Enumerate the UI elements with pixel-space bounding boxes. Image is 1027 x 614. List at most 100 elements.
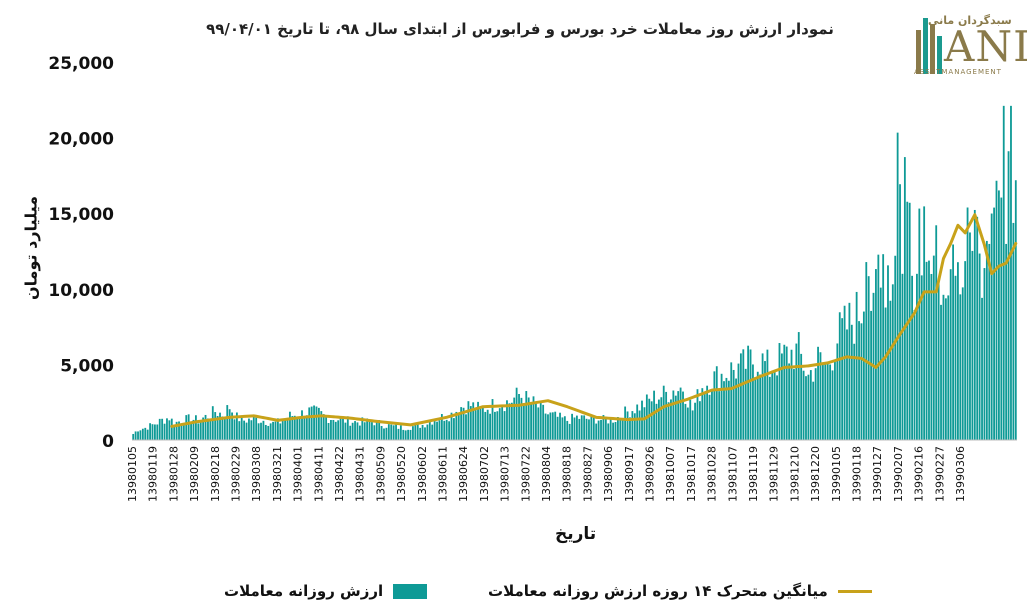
daily-value-bar: [530, 402, 532, 440]
daily-value-bar: [178, 421, 180, 440]
daily-value-bar: [175, 421, 178, 440]
x-tick-label: 13980401: [292, 446, 305, 502]
daily-value-bar: [392, 425, 395, 440]
daily-value-bar: [583, 415, 586, 440]
daily-value-bar: [834, 361, 836, 440]
daily-value-bar: [790, 349, 793, 440]
daily-value-bar: [397, 428, 400, 440]
y-tick-label: 20,000: [48, 130, 114, 150]
logo-subtext: ASSETMANAGEMENT: [914, 68, 1002, 76]
daily-value-bar: [506, 400, 508, 440]
daily-value-bar: [477, 401, 479, 440]
daily-value-bar: [597, 420, 600, 440]
x-tick-label: 13981007: [664, 446, 677, 502]
daily-value-bar: [701, 388, 704, 440]
daily-value-bar: [211, 406, 214, 440]
daily-value-bar: [853, 343, 856, 440]
logo-letters: ANI: [944, 22, 1027, 71]
daily-value-bar: [180, 423, 183, 440]
daily-value-bar: [961, 287, 964, 440]
logo-persian-text: سبدگردان مانی: [928, 14, 1012, 27]
daily-value-bar: [619, 418, 622, 440]
daily-value-bar: [764, 361, 766, 440]
x-tick-label: 13980906: [602, 446, 615, 502]
daily-value-bar: [549, 412, 552, 440]
daily-value-bar: [252, 416, 255, 440]
daily-value-bar: [985, 240, 988, 440]
legend-line-swatch: [837, 589, 872, 593]
daily-value-bar: [867, 276, 870, 440]
daily-value-bar: [455, 411, 458, 440]
daily-value-bar: [592, 416, 595, 440]
daily-value-bar: [474, 410, 477, 440]
daily-value-bar: [638, 410, 641, 440]
daily-value-bar: [339, 417, 342, 440]
daily-value-bar: [766, 349, 769, 440]
daily-value-bar: [354, 421, 356, 440]
daily-value-bar: [573, 417, 576, 440]
daily-value-bar: [508, 403, 511, 440]
x-tick-label: 13980218: [209, 446, 222, 502]
x-tick-label: 13990216: [913, 446, 926, 502]
daily-value-bar: [351, 422, 354, 440]
daily-value-bar: [489, 413, 491, 440]
daily-value-bar: [479, 406, 482, 440]
daily-value-bar: [884, 307, 887, 440]
daily-value-bar: [378, 420, 381, 440]
daily-value-bar: [134, 431, 137, 440]
daily-value-bar: [925, 261, 928, 440]
daily-value-bar: [576, 415, 578, 440]
daily-value-bar: [231, 412, 233, 440]
x-tick-label: 13990118: [851, 446, 864, 502]
daily-value-bar: [132, 433, 135, 440]
daily-value-bar: [723, 381, 725, 440]
daily-value-bar: [289, 411, 291, 440]
daily-value-bar: [368, 421, 371, 440]
daily-value-bar: [168, 420, 171, 440]
daily-value-bar: [494, 411, 496, 440]
x-tick-label: 13990105: [830, 446, 843, 502]
daily-value-bar: [836, 343, 839, 440]
daily-value-bar: [303, 417, 306, 440]
daily-value-bar: [660, 397, 663, 440]
daily-value-bar: [395, 424, 397, 440]
daily-value-bar: [860, 323, 863, 440]
daily-value-bar: [995, 180, 998, 440]
legend-item-daily-value: ارزش روزانه معاملات: [224, 582, 428, 600]
daily-value-bar: [920, 275, 923, 440]
chart-title: نمودار ارزش روز معاملات خرد بورس و فرابو…: [206, 20, 834, 38]
daily-value-bar: [187, 414, 190, 440]
daily-value-bar: [467, 401, 470, 440]
daily-value-bar: [631, 411, 634, 440]
daily-value-bar: [944, 298, 947, 440]
x-tick-label: 13981210: [788, 446, 801, 502]
daily-value-bar: [877, 254, 880, 440]
daily-value-bar: [322, 414, 325, 440]
daily-value-bar: [310, 406, 313, 440]
daily-value-bar: [510, 402, 513, 440]
daily-value-bar: [416, 423, 419, 440]
daily-value-bar: [841, 318, 844, 440]
daily-value-bar: [771, 372, 774, 440]
daily-value-bar: [812, 381, 815, 440]
daily-value-bar: [923, 206, 926, 440]
daily-value-bar: [317, 407, 320, 440]
daily-value-bar: [486, 409, 489, 440]
daily-value-bar: [682, 391, 684, 440]
daily-value-bar: [337, 420, 340, 440]
daily-value-bar: [617, 417, 619, 440]
daily-value-bar: [655, 403, 658, 440]
daily-value-bar: [496, 411, 499, 440]
daily-value-bar: [344, 422, 347, 440]
daily-value-bar: [978, 253, 981, 440]
daily-value-bar: [214, 412, 217, 440]
daily-value-bar: [305, 415, 308, 440]
daily-value-bar: [161, 418, 164, 440]
daily-value-bar: [313, 405, 315, 440]
daily-value-bar: [657, 399, 660, 440]
daily-value-bar: [402, 429, 405, 440]
daily-value-bar: [653, 390, 655, 440]
daily-value-bar: [440, 414, 443, 440]
daily-value-bar: [315, 406, 318, 440]
daily-value-bar: [563, 416, 566, 440]
